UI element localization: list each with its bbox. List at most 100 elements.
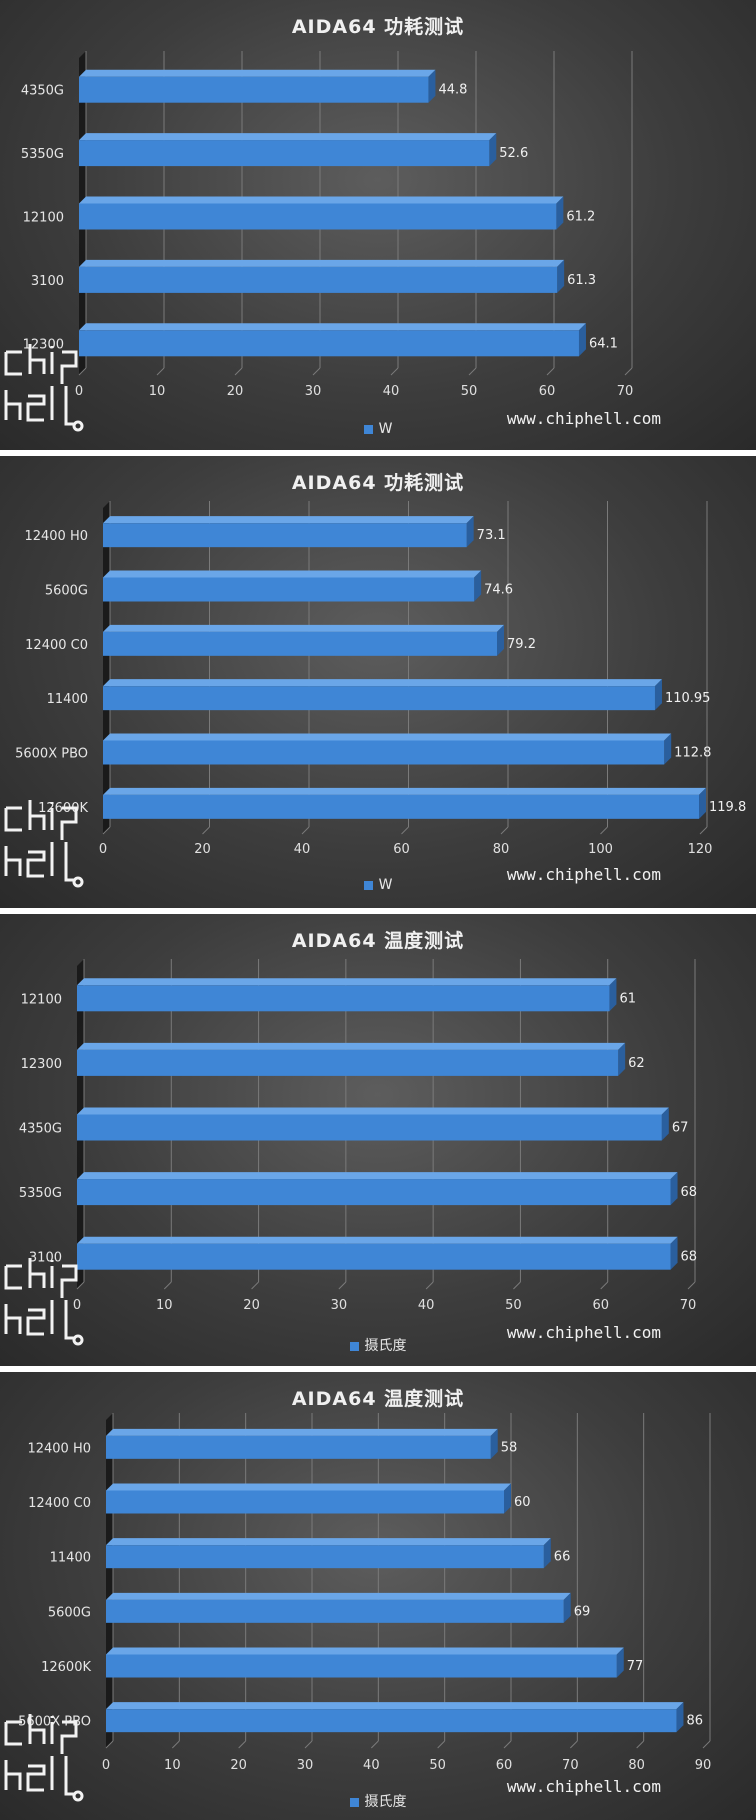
legend-label: 摄氏度 xyxy=(364,1794,407,1810)
bar-front xyxy=(103,631,498,656)
chart-title: AIDA64 温度测试 xyxy=(291,1388,465,1410)
bar-chart-power-1: 0 10 20 30 40 50 60 70 44.8 4350G 52.6 5350G 61.2 121… xyxy=(21,51,633,399)
bar-value-label: 52.6 xyxy=(499,146,528,161)
grid-floor-tick xyxy=(301,826,310,835)
bar-value-label: 77 xyxy=(627,1659,644,1674)
x-tick-label: 40 xyxy=(363,1758,380,1773)
bar-end xyxy=(661,1107,669,1141)
bar-chart-temp-1: 0 10 20 30 40 50 60 70 61 12100 62 12300 67 4350G 68 53… xyxy=(19,959,697,1313)
chart-panel-power-1: AIDA64 功耗测试 0 10 20 30 40 50 60 70 44.8 4350G 52.6… xyxy=(0,0,756,450)
grid-floor-tick xyxy=(636,1740,645,1749)
bar xyxy=(106,1428,498,1459)
bar-value-label: 119.8 xyxy=(709,800,746,815)
x-tick-label: 70 xyxy=(680,1298,697,1313)
bar-end xyxy=(578,323,586,357)
category-label: 12400 C0 xyxy=(28,1496,91,1511)
bar-front xyxy=(106,1599,564,1623)
bar-top xyxy=(106,1592,571,1600)
x-tick-label: 30 xyxy=(331,1298,348,1313)
x-tick-label: 30 xyxy=(297,1758,314,1773)
x-tick-label: 20 xyxy=(194,842,211,857)
bar-front xyxy=(79,330,579,357)
x-tick-label: 50 xyxy=(461,384,478,399)
category-label: 11400 xyxy=(47,692,88,707)
legend-swatch xyxy=(363,880,373,890)
watermark-site: www.chiphell.com xyxy=(506,409,661,428)
bar-top xyxy=(79,196,564,204)
bar-top xyxy=(103,516,474,524)
bar-value-label: 79.2 xyxy=(507,637,536,652)
bar xyxy=(103,679,662,711)
category-label: 12400 C0 xyxy=(25,638,88,653)
bar-top xyxy=(103,787,707,795)
grid-floor-tick xyxy=(163,1281,172,1290)
category-label: 3100 xyxy=(29,1251,62,1266)
grid-floor-tick xyxy=(500,826,509,835)
grid-floor-tick xyxy=(702,1740,711,1749)
x-tick-label: 80 xyxy=(628,1758,645,1773)
bar-end xyxy=(474,570,482,602)
bar-front xyxy=(79,266,558,293)
bar-end xyxy=(504,1483,511,1514)
bar xyxy=(103,516,474,548)
legend-label: W xyxy=(378,877,393,893)
bar-value-label: 110.95 xyxy=(665,691,711,706)
grid-floor-tick xyxy=(600,826,608,835)
bar xyxy=(77,1172,678,1206)
bar-value-label: 73.1 xyxy=(477,528,506,543)
bar-value-label: 58 xyxy=(501,1440,518,1455)
bar-end xyxy=(676,1702,684,1733)
chart-legend: 摄氏度 xyxy=(0,1791,756,1811)
bar-value-label: 69 xyxy=(574,1604,591,1619)
bar-end xyxy=(563,1592,571,1623)
bar-value-label: 61 xyxy=(619,991,636,1006)
bar-top xyxy=(106,1647,624,1655)
bar-value-label: 74.6 xyxy=(484,583,513,598)
chiphell-logo xyxy=(4,344,84,432)
chart-panel-temp-2: AIDA64 温度测试 0 10 20 30 40 50 60 70 80 90 58 12400 H… xyxy=(0,1372,756,1820)
x-tick-label: 40 xyxy=(418,1298,435,1313)
bar xyxy=(103,570,482,602)
category-label: 12400 H0 xyxy=(24,529,88,544)
bar-top xyxy=(103,570,482,578)
bar-end xyxy=(609,978,617,1012)
grid-floor-tick xyxy=(401,826,409,835)
grid-floor-tick xyxy=(338,1281,347,1290)
bar-end xyxy=(466,516,474,548)
category-label: 4350G xyxy=(19,1122,62,1137)
grid-floor-tick xyxy=(105,1740,114,1749)
legend-label: 摄氏度 xyxy=(364,1338,407,1354)
chiphell-logo xyxy=(4,800,84,888)
bar-front xyxy=(79,203,557,230)
bar-end xyxy=(556,196,564,230)
chart-title: AIDA64 功耗测试 xyxy=(291,16,465,38)
bar-top xyxy=(106,1702,684,1710)
x-tick-label: 70 xyxy=(562,1758,579,1773)
bar-value-label: 60 xyxy=(514,1495,531,1510)
watermark-site: www.chiphell.com xyxy=(506,865,661,884)
bar-front xyxy=(106,1435,491,1459)
grid-floor-tick xyxy=(171,1740,180,1749)
bar-front xyxy=(103,523,467,548)
grid-floor-tick xyxy=(238,1740,247,1749)
bar-chart-power-2: 0 20 40 60 80 100 120 73.1 12400 H0 74.6 5600G 79.2… xyxy=(15,501,746,857)
x-tick-label: 10 xyxy=(156,1298,173,1313)
category-label: 5600X PBO xyxy=(18,1715,91,1730)
bar-chart-temp-2: 0 10 20 30 40 50 60 70 80 90 58 12400 H0 60 12400 C0 6… xyxy=(18,1413,712,1773)
bar-value-label: 62 xyxy=(628,1056,645,1071)
bar-top xyxy=(79,259,565,267)
bar xyxy=(77,1042,626,1076)
chart-title: AIDA64 功耗测试 xyxy=(291,472,465,494)
chart-panel-power-2: AIDA64 功耗测试 0 20 40 60 80 100 120 73.1 12400 H0 7… xyxy=(0,456,756,908)
x-tick-label: 20 xyxy=(230,1758,247,1773)
grid-floor-tick xyxy=(699,826,708,835)
x-tick-label: 90 xyxy=(695,1758,712,1773)
bar xyxy=(106,1483,511,1514)
x-tick-label: 20 xyxy=(243,1298,260,1313)
category-label: 4350G xyxy=(21,84,64,99)
bar-end xyxy=(670,1236,678,1270)
bar-end xyxy=(497,624,505,656)
legend-swatch xyxy=(349,1341,359,1351)
grid-floor-tick xyxy=(468,367,477,376)
bar-front xyxy=(103,577,475,602)
